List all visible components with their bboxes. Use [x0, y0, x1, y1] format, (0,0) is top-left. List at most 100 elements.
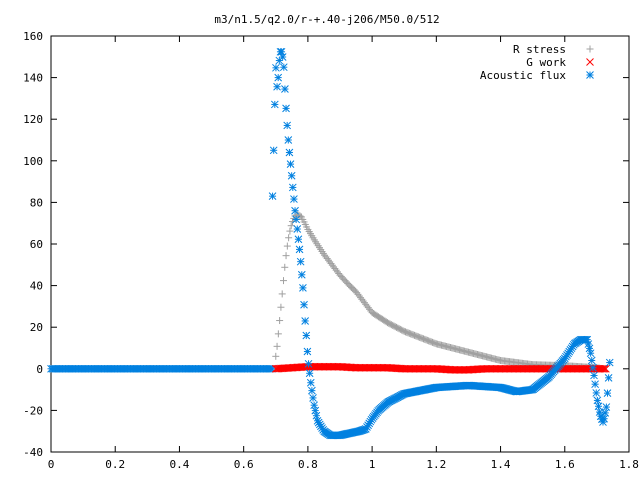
y-tick-label: 0 — [36, 363, 43, 376]
data-point — [288, 218, 296, 226]
data-point — [295, 245, 304, 254]
legend-label: G work — [526, 56, 566, 69]
data-point — [599, 364, 608, 373]
data-point — [269, 146, 278, 155]
data-point — [281, 263, 289, 271]
legend-label: R stress — [513, 43, 566, 56]
data-point — [308, 386, 316, 395]
y-tick-label: 20 — [30, 321, 43, 334]
data-point — [290, 195, 298, 203]
y-tick-label: 40 — [30, 280, 43, 293]
data-point — [284, 136, 293, 144]
data-point — [274, 73, 283, 82]
data-point — [279, 277, 287, 285]
data-point — [602, 403, 611, 411]
y-tick-label: 60 — [30, 238, 43, 251]
data-point — [281, 85, 289, 93]
y-tick-label: -20 — [23, 404, 43, 417]
data-point — [282, 252, 290, 260]
x-tick-label: 0.6 — [234, 458, 254, 471]
data-point — [583, 335, 592, 344]
y-tick-label: 120 — [23, 113, 43, 126]
data-point — [303, 347, 312, 356]
y-tick-label: -40 — [23, 446, 43, 459]
data-point — [274, 330, 282, 338]
data-point — [277, 47, 286, 56]
data-point — [276, 317, 284, 325]
data-point — [287, 171, 296, 180]
data-point — [311, 406, 320, 415]
series-g-work — [271, 362, 610, 374]
axes: 0 0.2 0.4 0.6 0.8 1 1.2 1.4 1.6 1.8 -40 -20 0 20 40 60 8… — [23, 30, 639, 471]
data-point — [273, 342, 281, 350]
data-point — [302, 331, 311, 340]
data-point — [602, 364, 610, 373]
data-point — [277, 303, 285, 311]
data-point — [286, 160, 295, 168]
x-tick-label: 0 — [48, 458, 55, 471]
x-tick-label: 1 — [369, 458, 376, 471]
series-layer — [47, 47, 614, 440]
data-point — [604, 373, 613, 382]
data-point — [285, 234, 293, 242]
x-tick-label: 0.2 — [105, 458, 125, 471]
data-point — [272, 352, 280, 360]
data-point — [586, 349, 595, 358]
x-tick-label: 1.2 — [426, 458, 446, 471]
data-point — [309, 394, 317, 402]
data-point — [272, 63, 280, 72]
data-point — [305, 369, 314, 378]
data-point — [300, 300, 308, 309]
series-r-stress — [272, 211, 607, 373]
plot-frame — [50, 35, 630, 453]
data-point — [312, 411, 321, 420]
data-point — [278, 290, 286, 298]
data-point — [590, 371, 598, 380]
data-point — [283, 121, 292, 130]
data-point — [270, 100, 279, 109]
data-point — [589, 363, 597, 372]
data-point — [584, 340, 593, 348]
data-point — [292, 215, 301, 224]
data-point — [587, 356, 596, 365]
data-point — [273, 82, 281, 91]
data-point — [291, 206, 299, 215]
data-point — [285, 148, 294, 157]
data-point — [593, 396, 602, 405]
data-point — [294, 235, 303, 244]
y-tick-label: 100 — [23, 155, 43, 168]
data-point — [585, 344, 594, 353]
data-point — [301, 317, 310, 325]
data-point — [283, 242, 291, 250]
series-acoustic-flux-zero — [47, 364, 276, 373]
legend-label: Acoustic flux — [480, 69, 566, 82]
chart-title: m3/n1.5/q2.0/r-+.40-j206/M50.0/512 — [214, 13, 439, 26]
data-point — [598, 364, 606, 373]
x-tick-label: 1.4 — [491, 458, 511, 471]
data-point — [297, 270, 306, 279]
data-point — [288, 183, 297, 192]
data-point — [304, 359, 313, 368]
data-point — [279, 63, 288, 72]
series-acoustic-flux — [268, 47, 614, 440]
legend-marker — [586, 58, 594, 66]
y-tick-label: 80 — [30, 196, 43, 209]
x-tick-label: 0.8 — [298, 458, 318, 471]
legend-marker — [586, 71, 594, 79]
x-tick-label: 1.6 — [555, 458, 575, 471]
data-point — [306, 378, 315, 387]
x-tick-label: 1.8 — [619, 458, 639, 471]
x-tick-label: 0.4 — [170, 458, 190, 471]
data-point — [299, 284, 307, 292]
data-point — [600, 364, 609, 373]
y-tick-label: 140 — [23, 72, 43, 85]
data-point — [603, 389, 612, 397]
data-point — [287, 222, 295, 230]
data-point — [282, 104, 290, 113]
data-point — [268, 192, 277, 201]
data-point — [605, 358, 614, 367]
legend-marker — [586, 45, 594, 53]
data-point — [591, 380, 599, 389]
